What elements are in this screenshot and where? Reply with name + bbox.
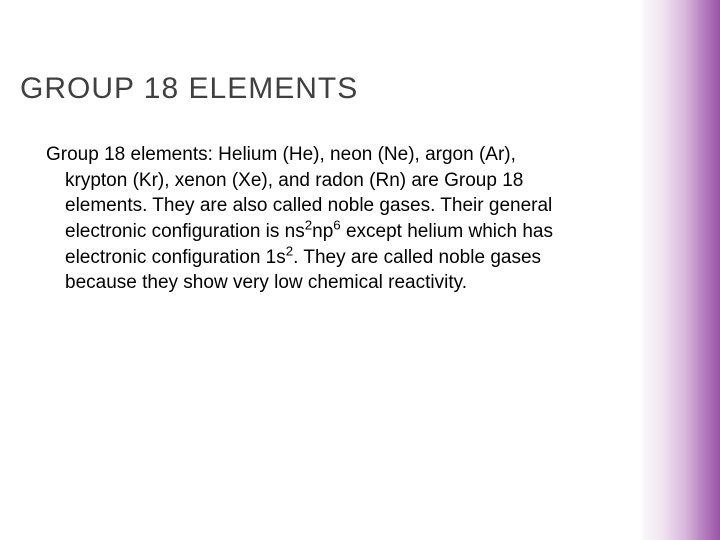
slide: GROUP 18 ELEMENTS Group 18 elements: Hel… — [0, 0, 720, 540]
body-paragraph: Group 18 elements: Helium (He), neon (Ne… — [46, 142, 566, 296]
side-gradient-decor — [642, 0, 720, 540]
slide-title: GROUP 18 ELEMENTS — [20, 72, 358, 106]
title-text: GROUP 18 ELEMENTS — [20, 72, 358, 105]
